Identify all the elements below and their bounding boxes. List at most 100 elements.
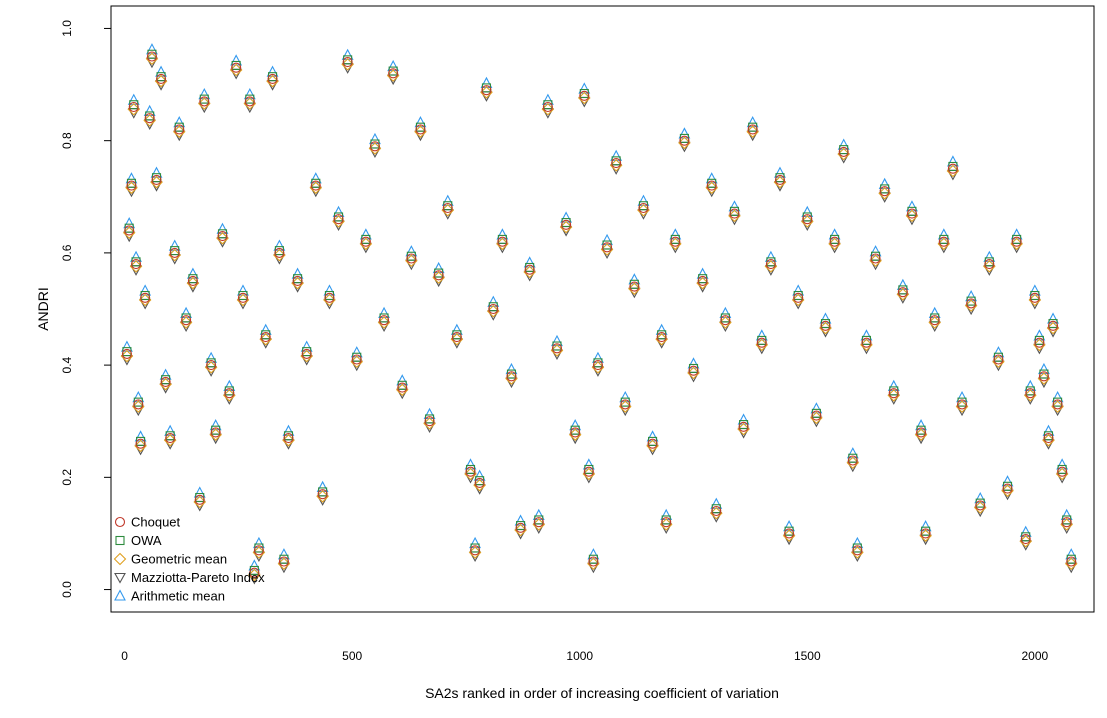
- x-tick-label: 0: [121, 649, 128, 663]
- point-choquet: [570, 427, 581, 438]
- point-choquet: [465, 466, 476, 477]
- point-choquet: [620, 399, 631, 410]
- point-choquet: [1020, 534, 1031, 545]
- point-choquet: [583, 466, 594, 477]
- point-choquet: [542, 101, 553, 113]
- point-choquet: [956, 399, 968, 410]
- point-choquet: [820, 320, 831, 331]
- point-choquet: [388, 68, 399, 79]
- point-choquet: [274, 247, 285, 258]
- data-points: [120, 43, 1078, 585]
- y-tick-label: 0.0: [60, 581, 74, 598]
- plot-frame: [110, 5, 1095, 613]
- point-choquet: [1057, 466, 1068, 477]
- point-choquet: [670, 236, 681, 247]
- point-choquet: [310, 180, 321, 191]
- point-choquet: [342, 57, 353, 68]
- point-choquet: [551, 343, 563, 354]
- y-tick-label: 0.6: [60, 244, 74, 261]
- point-choquet: [966, 298, 977, 309]
- point-choquet: [160, 376, 171, 387]
- x-tick-label: 1500: [794, 649, 821, 663]
- point-choquet: [415, 124, 426, 135]
- point-choquet: [811, 410, 822, 421]
- point-choquet: [1066, 556, 1077, 567]
- point-choquet: [317, 489, 328, 500]
- point-choquet: [156, 73, 167, 84]
- point-choquet: [126, 180, 137, 191]
- point-choquet: [474, 477, 485, 488]
- point-choquet: [579, 90, 590, 101]
- point-choquet: [206, 360, 217, 371]
- point-choquet: [224, 388, 235, 399]
- y-tick-label: 0.2: [60, 469, 74, 486]
- point-choquet: [181, 315, 192, 326]
- point-choquet: [1038, 371, 1049, 382]
- point-choquet: [210, 427, 221, 438]
- point-choquet: [1061, 517, 1072, 528]
- point-choquet: [301, 348, 312, 359]
- point-choquet: [870, 253, 881, 264]
- point-choquet: [938, 236, 949, 247]
- point-choquet: [481, 85, 492, 96]
- point-choquet: [765, 259, 776, 270]
- legend-label-geometric-mean: Geometric mean: [131, 552, 227, 567]
- point-choquet: [165, 433, 176, 444]
- point-choquet: [656, 332, 667, 343]
- point-choquet: [231, 62, 242, 73]
- point-choquet: [1002, 483, 1013, 494]
- legend-marker-mazziotta-pareto-index: [114, 572, 126, 584]
- y-tick-label: 1.0: [60, 20, 74, 37]
- point-choquet: [611, 158, 622, 169]
- point-choquet: [283, 433, 294, 444]
- point-choquet: [278, 556, 289, 567]
- point-choquet: [897, 287, 908, 298]
- point-choquet: [488, 303, 499, 315]
- point-choquet: [244, 96, 255, 107]
- point-choquet: [697, 275, 708, 286]
- point-choquet: [1043, 433, 1054, 444]
- legend-label-choquet: Choquet: [131, 515, 181, 530]
- point-choquet: [647, 438, 658, 449]
- point-choquet: [379, 315, 390, 326]
- point-choquet: [146, 51, 158, 62]
- point-choquet: [260, 332, 271, 343]
- point-choquet: [237, 292, 249, 303]
- point-choquet: [151, 174, 162, 185]
- point-choquet: [1034, 337, 1045, 348]
- point-choquet: [592, 360, 603, 371]
- point-choquet: [451, 332, 462, 343]
- point-choquet: [351, 354, 362, 365]
- point-choquet: [638, 202, 649, 214]
- point-choquet: [561, 219, 572, 230]
- point-choquet: [738, 421, 749, 432]
- point-choquet: [861, 337, 872, 348]
- point-choquet: [128, 101, 139, 113]
- y-axis-label: ANDRI: [35, 287, 51, 331]
- point-choquet: [194, 494, 205, 505]
- point-choquet: [602, 242, 613, 253]
- point-choquet: [133, 399, 144, 410]
- point-choquet: [506, 371, 517, 382]
- legend-label-arithmetic-mean: Arithmetic mean: [131, 589, 225, 604]
- point-choquet: [1011, 236, 1022, 247]
- point-choquet: [533, 517, 544, 528]
- point-choquet: [661, 517, 672, 528]
- point-choquet: [993, 354, 1004, 365]
- point-choquet: [929, 315, 940, 326]
- point-choquet: [130, 259, 142, 270]
- point-choquet: [906, 208, 918, 219]
- y-tick-label: 0.8: [60, 132, 74, 149]
- point-choquet: [169, 247, 180, 258]
- x-tick-label: 1000: [566, 649, 593, 663]
- x-tick-label: 2000: [1021, 649, 1048, 663]
- point-choquet: [774, 174, 786, 185]
- point-choquet: [249, 567, 260, 578]
- legend-label-mazziotta-pareto-index: Mazziotta-Pareto Index: [131, 570, 265, 585]
- point-choquet: [829, 236, 840, 247]
- point-choquet: [688, 365, 699, 376]
- legend-marker-arithmetic-mean: [114, 589, 126, 601]
- point-choquet: [187, 275, 198, 286]
- point-choquet: [217, 231, 228, 242]
